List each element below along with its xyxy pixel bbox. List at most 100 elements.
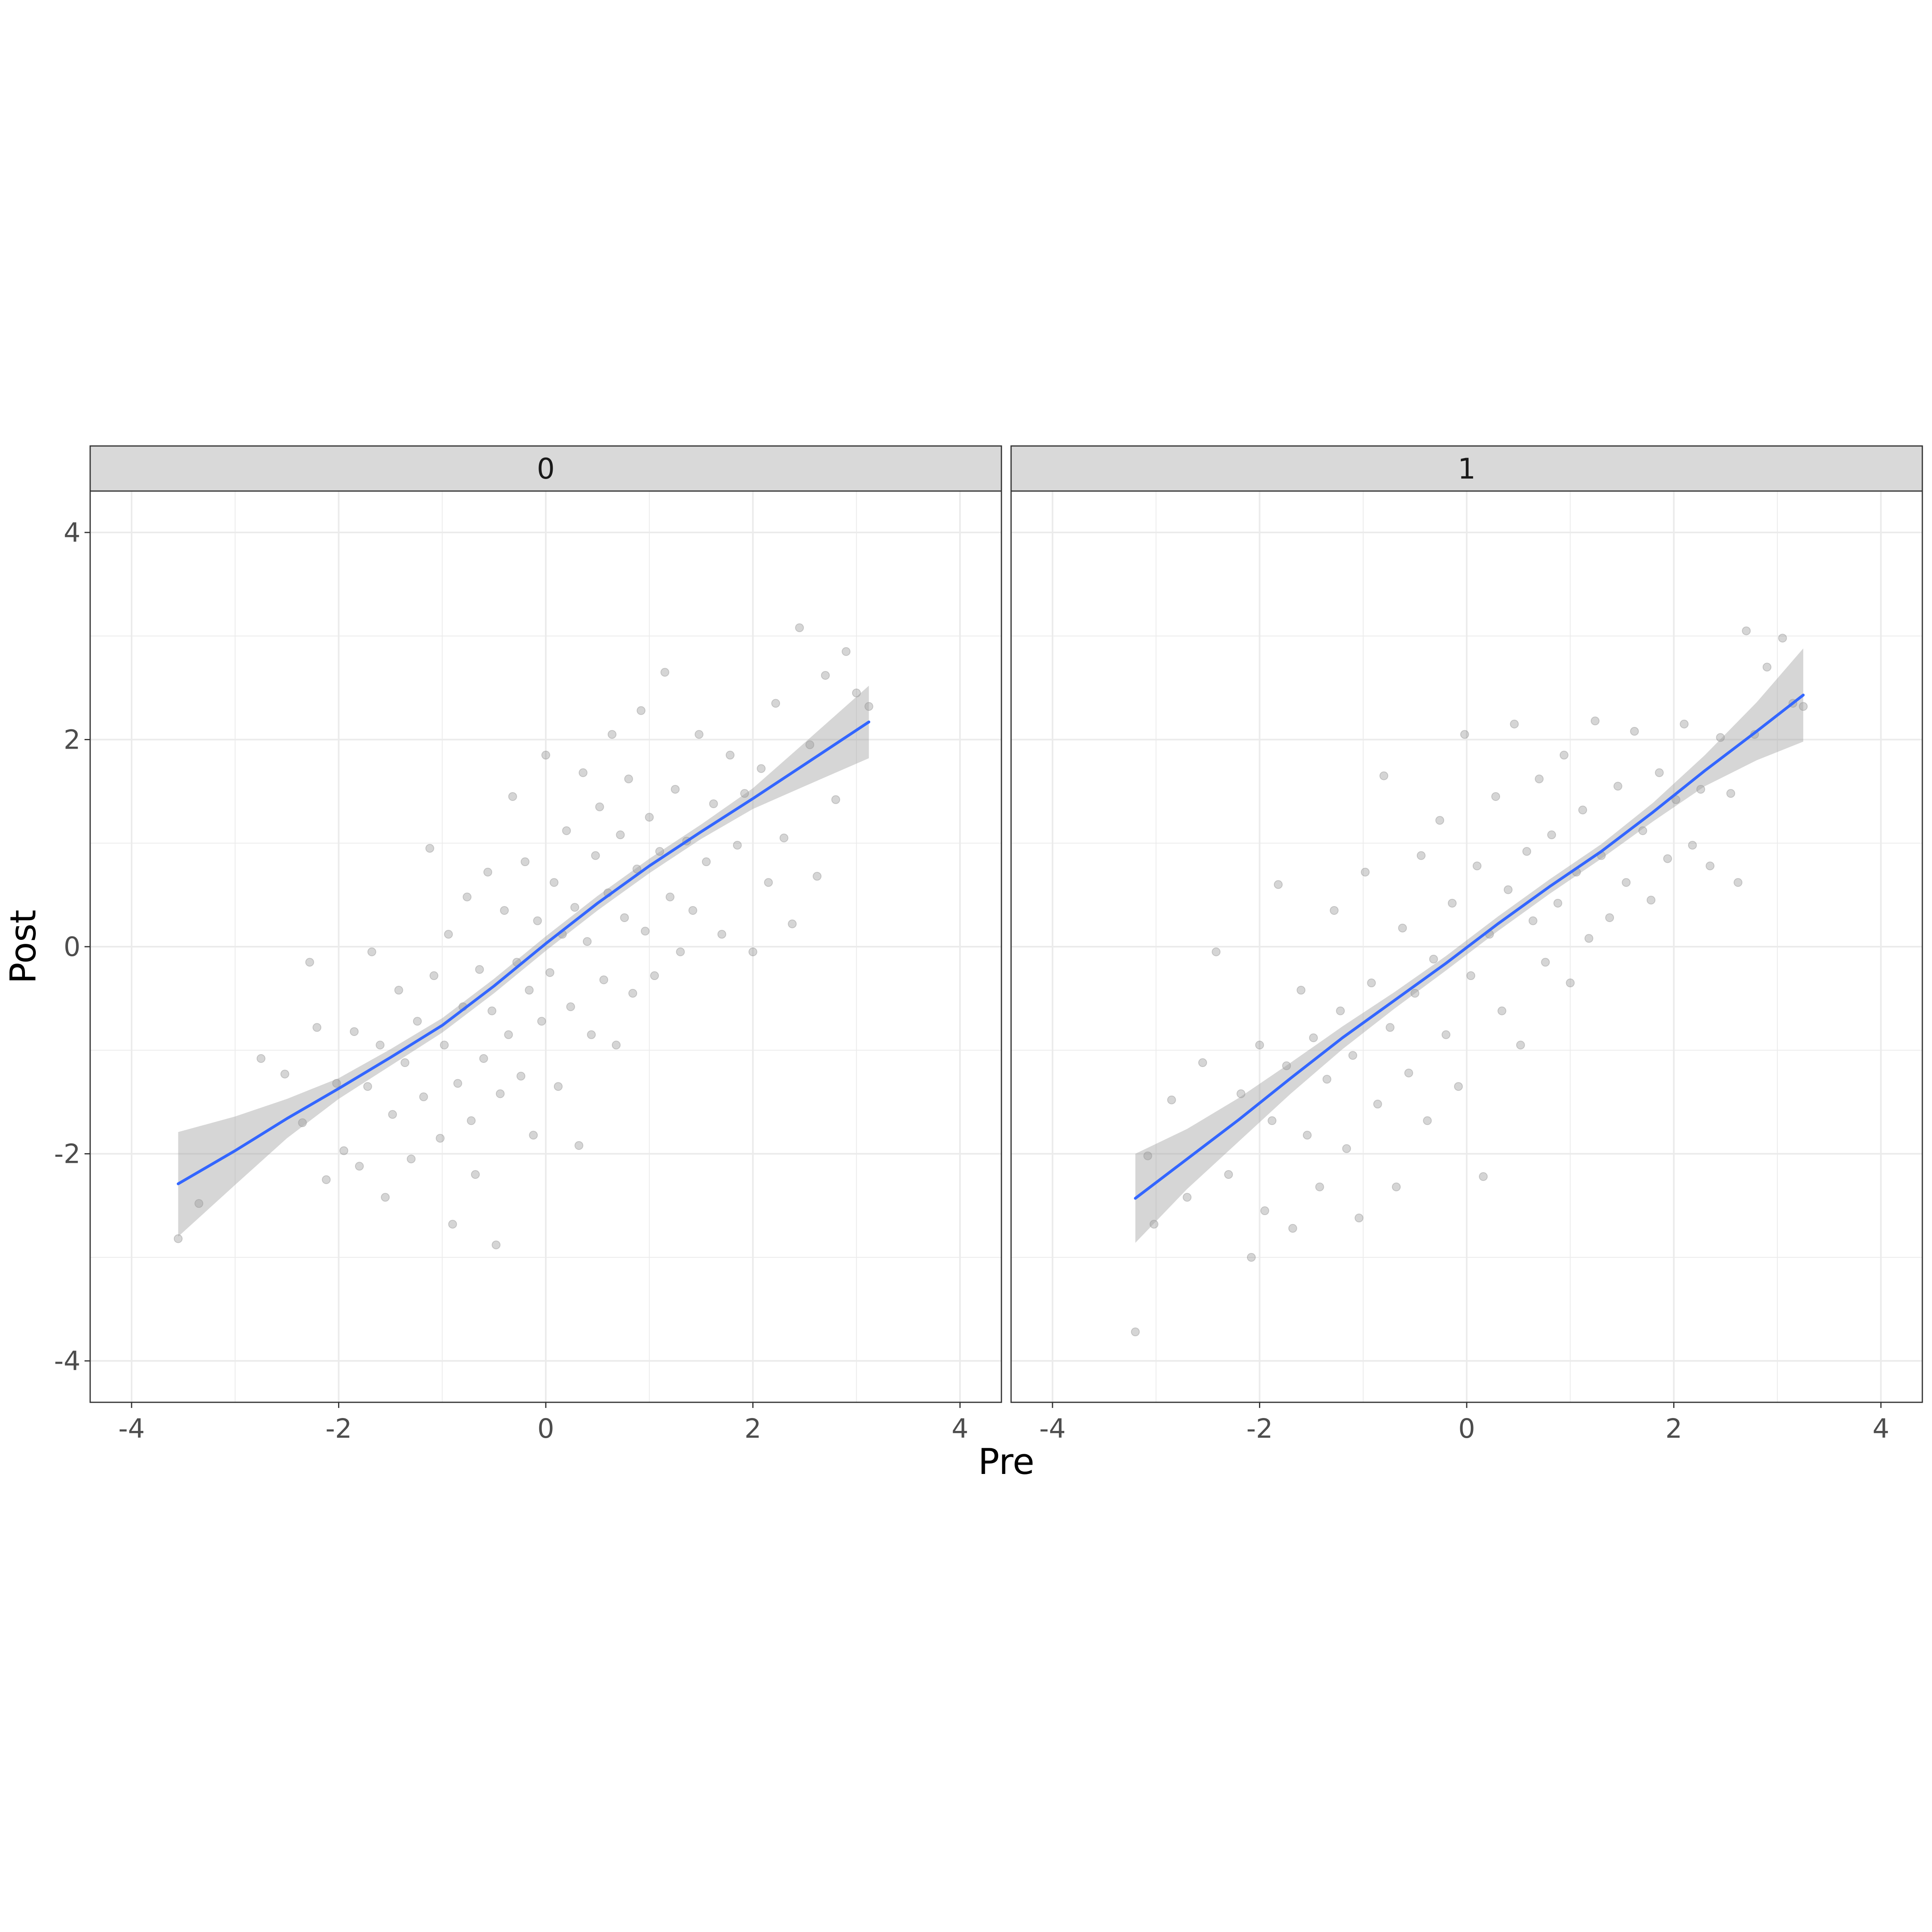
data-point: [566, 1002, 575, 1011]
data-point: [436, 1133, 445, 1143]
data-point: [1466, 971, 1476, 980]
data-point: [500, 906, 509, 915]
data-point: [520, 857, 530, 867]
data-point: [1410, 989, 1420, 998]
panel-1: 1 -4 -2 0 2 4: [1010, 445, 1923, 1444]
data-point: [466, 1116, 476, 1125]
data-point: [305, 958, 314, 967]
data-point: [462, 892, 472, 902]
data-point: [407, 1154, 416, 1164]
data-point: [298, 1118, 307, 1127]
facet-strip-label: 0: [537, 452, 555, 485]
data-point: [570, 903, 580, 912]
data-point: [483, 867, 492, 877]
data-point: [771, 699, 780, 708]
data-point: [1663, 854, 1672, 863]
data-point: [1491, 792, 1501, 801]
data-point: [1236, 1089, 1246, 1098]
data-point: [665, 892, 675, 902]
data-point: [1696, 784, 1705, 794]
data-point: [620, 913, 629, 922]
x-tick-label: -2: [1247, 1413, 1273, 1444]
data-point: [636, 706, 646, 715]
data-point: [1705, 861, 1715, 871]
data-point: [616, 830, 625, 840]
data-point: [1247, 1253, 1256, 1262]
x-tick-label: -4: [1039, 1413, 1066, 1444]
data-point: [1566, 978, 1575, 988]
data-point: [676, 947, 685, 956]
y-tick-label: 0: [64, 931, 80, 962]
data-point: [444, 930, 453, 939]
data-point: [1302, 1131, 1312, 1140]
data-point: [582, 937, 592, 946]
data-point: [1680, 719, 1689, 729]
data-point: [1309, 1033, 1318, 1042]
data-point: [1622, 878, 1631, 887]
data-point: [1385, 1023, 1395, 1032]
data-point: [1212, 947, 1221, 956]
data-point: [1150, 1220, 1159, 1229]
data-point: [611, 1040, 621, 1050]
data-point: [508, 792, 517, 801]
data-point: [1367, 978, 1376, 988]
data-point: [367, 947, 376, 956]
data-point: [1398, 923, 1407, 933]
data-point: [1267, 1116, 1277, 1125]
data-point: [491, 1240, 501, 1249]
data-point: [376, 1040, 385, 1050]
data-point: [1373, 1100, 1382, 1109]
data-point: [1143, 1151, 1152, 1160]
data-point: [1274, 880, 1283, 889]
data-point: [1348, 1051, 1357, 1060]
data-point: [640, 927, 650, 936]
data-point: [471, 1170, 480, 1179]
data-point: [1255, 1040, 1264, 1050]
x-tick-label: -4: [118, 1413, 145, 1444]
data-point: [1734, 878, 1743, 887]
data-point: [1516, 1040, 1525, 1050]
data-point: [757, 764, 766, 773]
data-point: [1198, 1058, 1207, 1067]
x-tick-label: 2: [745, 1413, 762, 1444]
data-point: [1613, 782, 1622, 791]
data-point: [1726, 789, 1736, 798]
data-point: [381, 1193, 390, 1202]
data-point: [1638, 826, 1647, 835]
data-point: [413, 1017, 422, 1026]
data-point: [516, 1071, 526, 1081]
data-point: [764, 878, 773, 887]
smooth-line: [177, 720, 871, 1185]
data-point: [495, 1089, 505, 1098]
data-point: [1282, 1061, 1291, 1070]
data-point: [1578, 805, 1587, 815]
data-point: [1497, 1006, 1507, 1016]
data-point: [545, 968, 555, 977]
data-point: [779, 833, 788, 842]
data-point: [1716, 733, 1725, 742]
data-point: [599, 975, 609, 985]
data-point: [660, 668, 669, 677]
data-point: [1763, 663, 1772, 672]
data-point: [1429, 954, 1438, 964]
data-point: [1392, 1182, 1401, 1191]
data-point: [733, 840, 742, 850]
data-point: [429, 971, 439, 980]
panels: 0 -4 -2 0 2 4 -4 -2 0 2 4 1 -4 -2 0 2 4: [54, 445, 1923, 1444]
data-point: [645, 813, 654, 822]
data-point: [1288, 1224, 1297, 1233]
data-point: [1336, 1006, 1345, 1016]
smooth-line: [1134, 694, 1805, 1200]
y-tick-label: -2: [54, 1139, 80, 1170]
data-point: [1322, 1075, 1331, 1084]
data-point: [1131, 1327, 1140, 1337]
data-point: [1799, 702, 1808, 711]
data-point: [831, 795, 840, 804]
data-point: [440, 1040, 449, 1050]
data-point: [322, 1175, 331, 1184]
data-point: [448, 1220, 457, 1229]
data-point: [842, 647, 851, 656]
data-point: [1522, 847, 1532, 856]
data-point: [709, 799, 718, 808]
data-point: [624, 774, 633, 784]
